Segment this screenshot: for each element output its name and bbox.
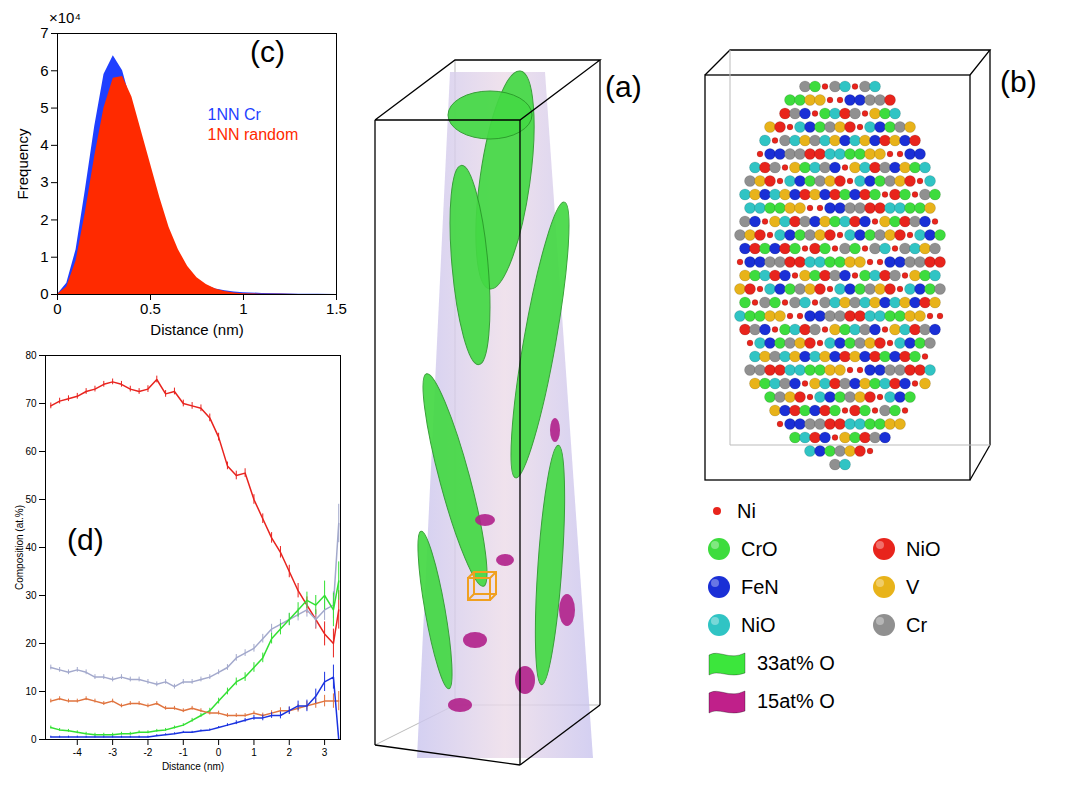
- svg-text:-1: -1: [179, 747, 188, 758]
- svg-text:4: 4: [40, 136, 48, 153]
- svg-text:80: 80: [25, 350, 37, 361]
- svg-text:0.5: 0.5: [140, 300, 161, 317]
- svg-text:70: 70: [25, 398, 37, 409]
- svg-text:1: 1: [239, 300, 247, 317]
- svg-text:Composition (at.%): Composition (at.%): [14, 505, 25, 590]
- svg-text:2: 2: [40, 211, 48, 228]
- svg-text:3: 3: [322, 747, 328, 758]
- svg-text:Distance (nm): Distance (nm): [162, 761, 224, 772]
- svg-text:20: 20: [25, 638, 37, 649]
- svg-text:1NN Cr: 1NN Cr: [208, 106, 262, 123]
- html-text:CrO: CrO: [741, 537, 778, 560]
- html-text:Ni: Ni: [737, 499, 756, 522]
- svg-text:0: 0: [31, 734, 37, 745]
- svg-text:50: 50: [25, 494, 37, 505]
- svg-text:1.5: 1.5: [326, 300, 347, 317]
- svg-text:3: 3: [40, 173, 48, 190]
- html-text:15at% O: 15at% O: [757, 689, 835, 712]
- html-text:33at% O: 33at% O: [757, 651, 835, 674]
- svg-text:10: 10: [25, 686, 37, 697]
- svg-text:6: 6: [40, 62, 48, 79]
- html-text:(a): (a): [605, 70, 642, 103]
- svg-text:60: 60: [25, 446, 37, 457]
- svg-text:0: 0: [53, 300, 61, 317]
- svg-text:1: 1: [40, 248, 48, 265]
- svg-text:2: 2: [286, 747, 292, 758]
- html-text:Cr: Cr: [906, 613, 928, 636]
- svg-text:1: 1: [251, 747, 257, 758]
- svg-text:0: 0: [40, 285, 48, 302]
- html-text:(d): (d): [67, 523, 104, 556]
- html-text:NiO: NiO: [906, 537, 941, 560]
- html-text:×10⁴: ×10⁴: [49, 9, 81, 26]
- svg-text:Distance (nm): Distance (nm): [150, 321, 243, 338]
- svg-text:5: 5: [40, 99, 48, 116]
- svg-text:0: 0: [216, 747, 222, 758]
- svg-text:7: 7: [40, 24, 48, 41]
- svg-text:-4: -4: [73, 747, 82, 758]
- html-text:NiO: NiO: [741, 613, 776, 636]
- svg-text:-3: -3: [108, 747, 117, 758]
- svg-text:Frequency: Frequency: [14, 128, 31, 199]
- svg-text:1NN random: 1NN random: [208, 126, 299, 143]
- html-text:(b): (b): [1000, 65, 1037, 98]
- html-text:(c): (c): [250, 35, 285, 68]
- svg-text:30: 30: [25, 590, 37, 601]
- svg-text:40: 40: [25, 542, 37, 553]
- html-text:V: V: [906, 575, 920, 598]
- html-text:FeN: FeN: [741, 575, 779, 598]
- svg-text:-2: -2: [144, 747, 153, 758]
